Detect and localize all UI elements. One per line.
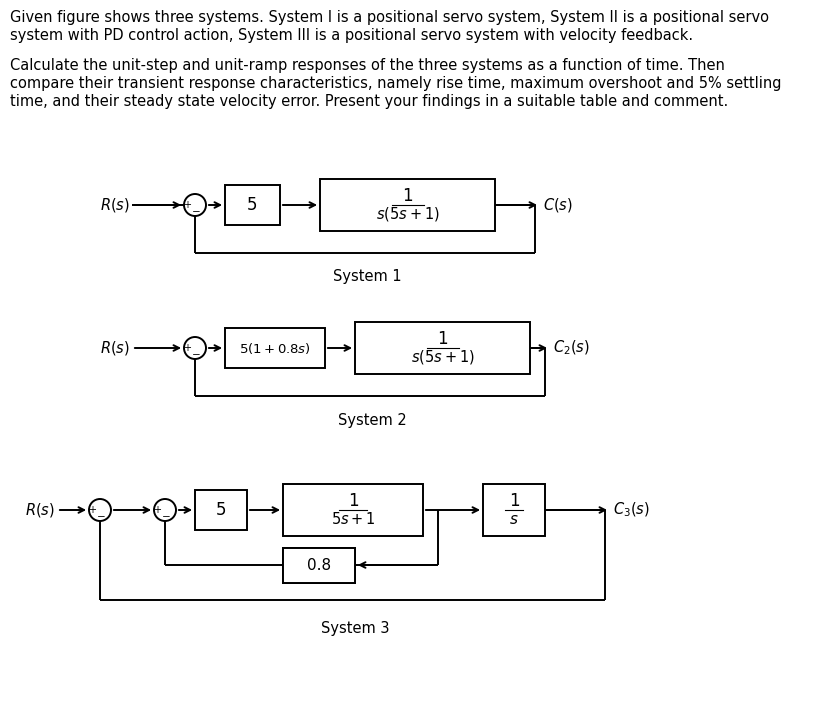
Text: $s(5s + 1)$: $s(5s + 1)$ [375, 205, 440, 223]
Text: −: − [162, 512, 171, 522]
Text: +: + [183, 200, 191, 210]
Text: system with PD control action, System III is a positional servo system with velo: system with PD control action, System II… [10, 28, 693, 43]
Text: 5: 5 [248, 196, 257, 214]
Bar [283, 548, 355, 583]
Text: 1: 1 [403, 187, 412, 205]
Text: 1: 1 [347, 492, 358, 510]
Text: 5: 5 [216, 501, 226, 519]
Bar [320, 179, 495, 231]
Bar [283, 548, 355, 583]
Text: −: − [191, 350, 200, 360]
Text: 0.8: 0.8 [307, 558, 331, 573]
Bar [195, 490, 247, 530]
Text: +: + [88, 505, 96, 515]
Text: $R(s)$: $R(s)$ [100, 339, 130, 357]
Text: $R(s)$: $R(s)$ [25, 501, 55, 519]
Text: 1: 1 [437, 330, 448, 348]
Bar [355, 322, 530, 374]
Text: $s(5s + 1)$: $s(5s + 1)$ [411, 348, 474, 366]
Text: $5(1+0.8s)$: $5(1+0.8s)$ [239, 341, 311, 356]
Text: $C_3(s)$: $C_3(s)$ [613, 501, 650, 519]
Text: +: + [153, 505, 161, 515]
Bar [225, 328, 325, 368]
Text: $5s + 1$: $5s + 1$ [331, 511, 375, 527]
Bar [283, 484, 423, 536]
Text: 1: 1 [509, 492, 519, 510]
Text: $s$: $s$ [509, 511, 519, 526]
Text: −: − [191, 207, 200, 217]
Text: +: + [183, 343, 191, 353]
Text: Calculate the unit-step and unit-ramp responses of the three systems as a functi: Calculate the unit-step and unit-ramp re… [10, 58, 725, 73]
Text: compare their transient response characteristics, namely rise time, maximum over: compare their transient response charact… [10, 76, 781, 91]
Bar [483, 484, 545, 536]
Text: −: − [97, 512, 106, 522]
Text: $R(s)$: $R(s)$ [100, 196, 130, 214]
Text: System 3: System 3 [321, 620, 389, 635]
Text: time, and their steady state velocity error. Present your findings in a suitable: time, and their steady state velocity er… [10, 94, 728, 109]
Text: Given figure shows three systems. System I is a positional servo system, System : Given figure shows three systems. System… [10, 10, 769, 25]
Text: $C_2(s)$: $C_2(s)$ [553, 339, 590, 357]
Bar [225, 185, 280, 225]
Text: System 1: System 1 [333, 269, 402, 284]
Text: $C(s)$: $C(s)$ [543, 196, 573, 214]
Text: System 2: System 2 [338, 413, 407, 428]
